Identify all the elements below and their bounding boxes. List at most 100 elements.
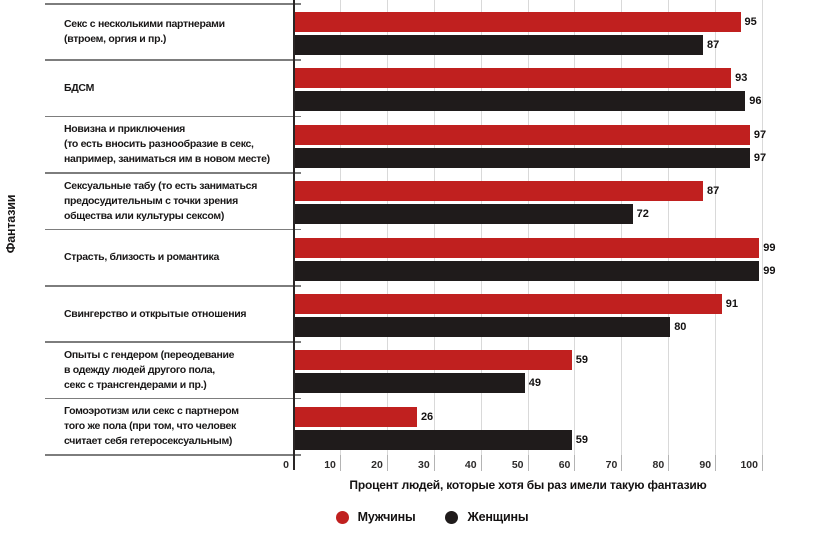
gridline-40	[480, 0, 482, 455]
category-label-line: секс с трансгендерами и пр.)	[64, 379, 207, 392]
category-separator	[45, 3, 301, 5]
category-label-line: Секс с несколькими партнерами	[64, 18, 225, 31]
x-tick-label-20: 20	[371, 459, 383, 471]
bar-value-label: 59	[575, 354, 588, 367]
x-tick-label-10: 10	[324, 459, 336, 471]
bar-women	[295, 204, 633, 225]
bar-women	[295, 91, 746, 112]
category-label-line: БДСМ	[64, 82, 95, 95]
bar-women	[295, 373, 525, 394]
bar-value-label: 97	[753, 128, 767, 141]
category-separator	[45, 285, 301, 287]
x-tick-mark-40	[480, 455, 482, 471]
x-tick-mark-10	[339, 455, 341, 471]
bar-value-label: 49	[528, 377, 542, 390]
category-separator	[45, 59, 301, 61]
bar-women	[295, 35, 704, 55]
bar-men	[295, 350, 572, 371]
category-label: Секс с несколькими партнерами (втроем, ор…	[64, 4, 296, 60]
bar-value-label: 72	[636, 208, 649, 221]
bar-value-label: 99	[763, 264, 776, 277]
women-legend-dot-icon	[445, 510, 459, 524]
x-tick-label-60: 60	[558, 459, 571, 471]
category-label: Сексуальные табу (то есть заниматься пред…	[64, 173, 296, 229]
x-tick-mark-50	[527, 455, 529, 471]
bar-women	[295, 317, 671, 337]
bar-value-label: 93	[735, 72, 748, 85]
gridline-30	[433, 0, 435, 455]
category-label-line: в одежду людей другого пола,	[64, 364, 215, 377]
gridline-50	[527, 0, 529, 455]
bar-men	[295, 12, 741, 32]
bar-value-label: 99	[763, 241, 776, 254]
bar-value-label: 87	[707, 185, 720, 198]
bar-value-label: 80	[674, 321, 687, 333]
legend-item-women: Женщины	[445, 510, 529, 524]
gridline-70	[621, 0, 623, 455]
x-tick-mark-100	[762, 455, 763, 471]
category-label-line: того же пола (при том, что человек	[64, 420, 236, 433]
bar-value-label: 87	[707, 39, 720, 51]
category-label-line: Свингерство и открытые отношения	[64, 307, 247, 320]
chart-legend: Мужчины Женщины	[25, 505, 814, 529]
category-separator	[45, 454, 301, 456]
gridline-90	[715, 0, 717, 455]
gridline-100	[762, 0, 763, 455]
category-label: Опыты с гендером (переодевание в одежду л…	[64, 342, 296, 398]
bar-value-label: 95	[744, 16, 757, 28]
category-separator	[45, 397, 301, 400]
category-label-line: (то есть вносить разнообразие в секс,	[64, 138, 254, 151]
category-label-line: общества или культуры сексом)	[64, 209, 225, 222]
category-label-line: например, заниматься им в новом месте)	[64, 153, 270, 166]
plot-area	[293, 0, 798, 455]
x-tick-mark-60	[574, 455, 576, 471]
category-label: Гомоэротизм или секс с партнером того же …	[64, 399, 296, 455]
bar-value-label: 91	[725, 298, 739, 310]
x-tick-label-0: 0	[283, 459, 289, 471]
x-tick-mark-80	[668, 455, 670, 471]
category-label-line: предосудительным с точки зрения	[64, 194, 238, 207]
y-axis-title: Фантазии	[4, 194, 18, 254]
category-separator	[45, 115, 301, 118]
bar-value-label: 96	[749, 95, 762, 108]
x-tick-label-70: 70	[605, 459, 618, 471]
bar-men	[295, 181, 704, 202]
x-tick-mark-30	[433, 455, 435, 471]
bar-value-label: 59	[575, 433, 588, 446]
bar-men	[295, 237, 760, 258]
bar-men	[295, 294, 722, 314]
bar-men	[295, 124, 750, 145]
bar-men	[295, 68, 732, 89]
x-tick-mark-70	[621, 455, 623, 471]
y-axis-line	[293, 0, 295, 470]
category-label: БДСМ	[64, 60, 296, 116]
x-tick-label-100: 100	[740, 459, 758, 471]
bar-value-label: 26	[420, 410, 434, 423]
x-tick-label-50: 50	[511, 459, 524, 471]
category-label-line: Сексуальные табу (то есть заниматься	[64, 179, 258, 192]
category-label: Свингерство и открытые отношения	[64, 286, 296, 342]
x-tick-label-80: 80	[652, 459, 665, 471]
category-label: Страсть, близость и романтика	[64, 230, 296, 286]
x-tick-label-30: 30	[418, 459, 430, 471]
category-label-line: Гомоэротизм или секс с партнером	[64, 405, 239, 418]
category-separator	[45, 228, 301, 231]
gridline-10	[339, 0, 341, 455]
category-separator	[45, 341, 301, 343]
bar-women	[295, 429, 572, 450]
gridline-60	[574, 0, 576, 455]
x-tick-label-40: 40	[464, 459, 477, 471]
category-separator	[45, 172, 301, 174]
bar-women	[295, 147, 750, 168]
bar-men	[295, 406, 417, 427]
legend-label: Женщины	[467, 510, 529, 524]
category-label-line: Страсть, близость и романтика	[64, 251, 220, 264]
legend-label: Мужчины	[357, 510, 416, 524]
category-label-line: считает себя гетеросексуальным)	[64, 435, 233, 448]
gridline-20	[386, 0, 388, 455]
bar-value-label: 97	[753, 151, 767, 164]
category-label-line: Новизна и приключения	[64, 123, 185, 136]
men-legend-dot-icon	[335, 510, 349, 524]
x-tick-mark-90	[715, 455, 717, 471]
